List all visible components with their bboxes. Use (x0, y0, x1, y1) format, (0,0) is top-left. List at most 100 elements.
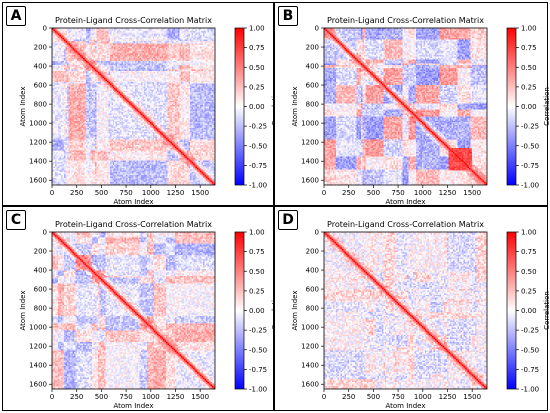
x-tick-label: 1500 (463, 393, 481, 401)
x-tick-label: 0 (50, 393, 54, 401)
colorbar-tick-label: 0.25 (249, 83, 265, 91)
colorbar (506, 231, 517, 390)
colorbar-tick-label: -0.25 (249, 327, 267, 335)
x-tick-label: 750 (391, 393, 404, 401)
y-tick-label: 800 (34, 101, 47, 109)
y-tick-label: 1000 (29, 120, 47, 128)
x-tick-label: 0 (322, 189, 326, 197)
x-axis-label: Atom Index (385, 198, 425, 206)
y-axis-label: Atom Index (291, 290, 299, 330)
x-tick-label: 250 (342, 393, 355, 401)
y-tick-label: 0 (43, 25, 47, 33)
colorbar (234, 27, 245, 186)
heatmap-cells (52, 232, 215, 389)
y-tick-label: 600 (306, 286, 319, 294)
colorbar-tick-label: -0.25 (521, 327, 539, 335)
x-tick-label: 1250 (167, 189, 185, 197)
x-tick-label: 0 (322, 393, 326, 401)
y-tick-label: 1200 (301, 343, 319, 351)
colorbar-tick-label: -0.75 (521, 366, 539, 374)
colorbar-tick-label: -0.50 (521, 346, 539, 354)
colorbar-tick-label: -0.50 (249, 142, 267, 150)
colorbar-tick-label: 0.75 (249, 44, 265, 52)
chart-title: Protein-Ligand Cross-Correlation Matrix (55, 16, 212, 25)
panel-label: C (6, 210, 26, 230)
colorbar-tick-label: 0.25 (521, 83, 537, 91)
y-tick-label: 1200 (301, 139, 319, 147)
x-tick-label: 250 (70, 393, 83, 401)
y-tick-label: 600 (306, 82, 319, 90)
panel-label: D (278, 210, 298, 230)
heatmap-chart: Protein-Ligand Cross-Correlation Matrix 0… (19, 220, 279, 410)
panel-label: B (278, 6, 298, 26)
plot-frame (51, 27, 216, 186)
x-axis-label: Atom Index (113, 198, 153, 206)
colorbar-tick-label: -0.50 (249, 346, 267, 354)
colorbar-tick-label: 1.00 (521, 25, 537, 33)
colorbar-tick-label: 0.25 (521, 287, 537, 295)
colorbar (506, 27, 517, 186)
chart-title: Protein-Ligand Cross-Correlation Matrix (327, 220, 484, 229)
y-tick-label: 200 (306, 248, 319, 256)
y-tick-label: 400 (306, 63, 319, 71)
x-tick-label: 1250 (439, 189, 457, 197)
y-tick-label: 1600 (29, 177, 47, 185)
x-axis-label: Atom Index (385, 402, 425, 410)
colorbar-tick-label: -0.75 (249, 366, 267, 374)
y-tick-label: 1000 (301, 120, 319, 128)
y-tick-label: 1600 (301, 177, 319, 185)
colorbar-tick-label: 0.75 (521, 248, 537, 256)
panel-a: A Protein-Ligand Cross-Correlation Matrix… (2, 2, 279, 206)
x-tick-label: 750 (119, 393, 132, 401)
colorbar-tick-label: -0.50 (521, 142, 539, 150)
y-tick-label: 1400 (301, 362, 319, 370)
y-tick-label: 1200 (29, 343, 47, 351)
heatmap-cells (324, 28, 487, 185)
y-tick-label: 1400 (29, 362, 47, 370)
y-tick-label: 1000 (29, 324, 47, 332)
colorbar-tick-label: 0.00 (249, 307, 265, 315)
x-tick-label: 1250 (439, 393, 457, 401)
x-tick-label: 1000 (414, 189, 432, 197)
x-tick-label: 1000 (142, 189, 160, 197)
panel-c: C Protein-Ligand Cross-Correlation Matrix… (2, 206, 279, 411)
heatmap-chart: Protein-Ligand Cross-Correlation Matrix 0… (291, 220, 550, 410)
colorbar-tick-label: -1.00 (249, 182, 267, 190)
y-tick-label: 800 (306, 101, 319, 109)
y-tick-label: 600 (34, 286, 47, 294)
y-tick-label: 400 (34, 63, 47, 71)
y-tick-label: 200 (34, 44, 47, 52)
colorbar-tick-label: 0.00 (521, 307, 537, 315)
heatmap-cells (324, 232, 487, 389)
colorbar-tick-label: 0.00 (521, 103, 537, 111)
y-tick-label: 1000 (301, 324, 319, 332)
x-tick-label: 500 (367, 189, 380, 197)
heatmap-chart: Protein-Ligand Cross-Correlation Matrix 0… (291, 16, 550, 206)
colorbar-tick-label: 0.50 (521, 64, 537, 72)
y-tick-label: 800 (306, 305, 319, 313)
plot-frame (51, 231, 216, 390)
colorbar-tick-label: -0.75 (249, 162, 267, 170)
heatmap-chart: Protein-Ligand Cross-Correlation Matrix 0… (19, 16, 279, 206)
x-tick-label: 0 (50, 189, 54, 197)
colorbar-tick-label: -1.00 (521, 386, 539, 394)
y-tick-label: 400 (306, 267, 319, 275)
y-tick-label: 0 (43, 229, 47, 237)
chart-title: Protein-Ligand Cross-Correlation Matrix (55, 220, 212, 229)
colorbar-label: Correlation (543, 87, 550, 126)
y-tick-label: 800 (34, 305, 47, 313)
x-tick-label: 1500 (191, 189, 209, 197)
x-tick-label: 1250 (167, 393, 185, 401)
colorbar-label: Correlation (543, 291, 550, 330)
colorbar-tick-label: -0.25 (249, 123, 267, 131)
colorbar-tick-label: 0.75 (521, 44, 537, 52)
panel-label: A (6, 6, 26, 26)
colorbar-tick-label: 0.75 (249, 248, 265, 256)
y-tick-label: 1400 (301, 158, 319, 166)
x-tick-label: 250 (70, 189, 83, 197)
colorbar-tick-label: -0.25 (521, 123, 539, 131)
panel-d: D Protein-Ligand Cross-Correlation Matrix… (274, 206, 550, 411)
colorbar-tick-label: -1.00 (521, 182, 539, 190)
x-tick-label: 1500 (191, 393, 209, 401)
